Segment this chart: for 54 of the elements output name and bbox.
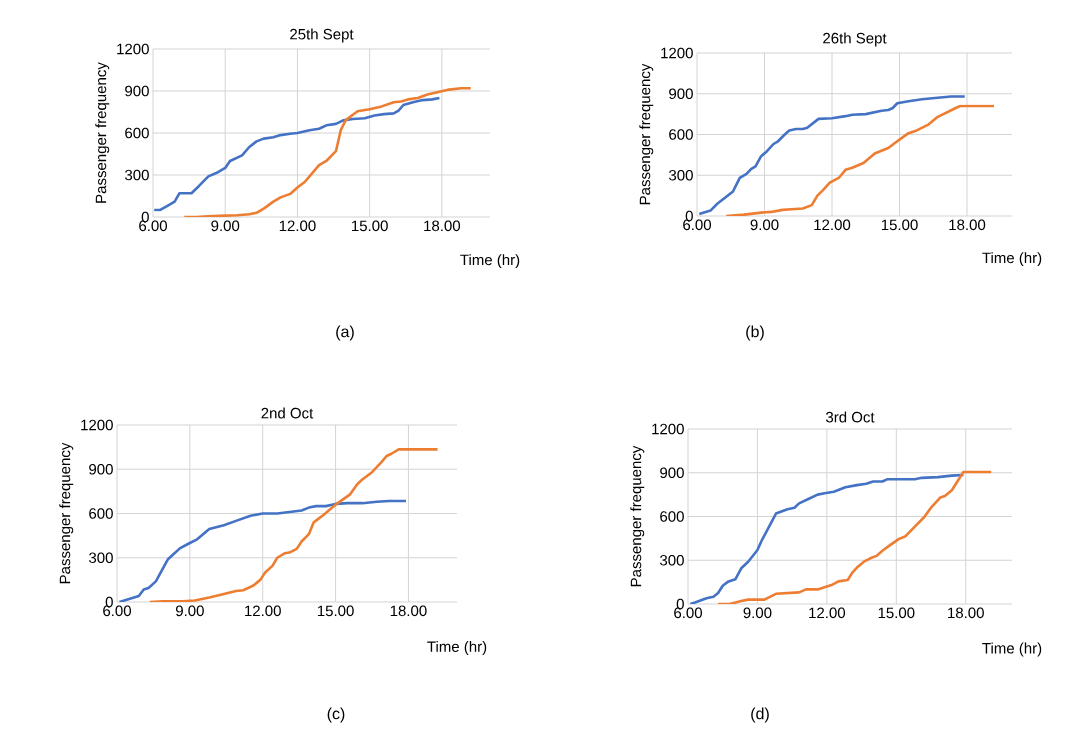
y-axis-title: Passenger frequency [95, 62, 110, 203]
x-axis-title: Time (hr) [460, 254, 520, 269]
x-tick-label: 9.00 [750, 219, 779, 231]
x-tick-label: 15.00 [352, 220, 388, 232]
line-series [697, 95, 967, 216]
text: (d) [751, 707, 769, 723]
line-series [724, 104, 996, 216]
y-axis-title: Passenger frequency [639, 63, 654, 205]
x-tick-label: 18.00 [390, 605, 427, 617]
chart-title: 2nd Oct [261, 407, 314, 419]
x-tick-label: 9.00 [743, 607, 772, 619]
text: (c) [327, 707, 345, 723]
x-tick-label: 15.00 [878, 607, 915, 619]
y-tick-label: 600 [125, 127, 149, 139]
y-tick-label: 900 [669, 88, 693, 100]
y-tick-label: 300 [125, 169, 149, 181]
x-tick-label: 12.00 [814, 219, 851, 231]
text: (a) [336, 325, 354, 341]
chart-title: 26th Sept [823, 32, 887, 47]
x-tick-label: 15.00 [317, 605, 354, 617]
y-tick-label: 1200 [117, 43, 149, 55]
x-tick-label: 18.00 [948, 607, 984, 619]
x-tick-label: 18.00 [949, 219, 986, 231]
y-tick-label: 300 [660, 554, 684, 566]
y-tick-label: 1200 [661, 47, 693, 59]
x-axis-title: Time (hr) [427, 640, 487, 655]
y-axis-title: Passenger frequency [630, 445, 645, 587]
line-series [183, 86, 473, 217]
x-axis-title: Time (hr) [982, 642, 1042, 657]
y-tick-label: 600 [660, 511, 684, 522]
y-tick-label: 300 [669, 169, 693, 181]
line-series [148, 448, 439, 602]
x-tick-label: 18.00 [424, 220, 461, 232]
chart-title: 3rd Oct [825, 411, 875, 423]
line-series [118, 499, 408, 602]
y-tick-label: 1200 [652, 423, 684, 435]
chart-title: 25th Sept [290, 28, 354, 43]
x-axis-title: Time (hr) [982, 252, 1042, 267]
x-tick-label: 15.00 [881, 219, 918, 231]
y-tick-label: 900 [125, 85, 149, 97]
x-tick-label: 12.00 [809, 607, 846, 619]
x-tick-label: 9.00 [175, 605, 204, 617]
text: (b) [746, 325, 764, 341]
x-tick-label: 9.00 [211, 220, 240, 232]
x-tick-label: 12.00 [245, 605, 281, 617]
y-tick-label: 600 [669, 129, 693, 140]
y-tick-label: 600 [89, 508, 113, 519]
y-tick-label: 300 [89, 552, 113, 564]
line-series [153, 96, 441, 212]
y-tick-label: 900 [660, 467, 684, 479]
y-axis-title: Passenger frequency [59, 442, 74, 584]
y-tick-label: 1200 [81, 419, 113, 431]
y-tick-label: 900 [89, 463, 113, 475]
x-tick-label: 12.00 [279, 220, 316, 232]
